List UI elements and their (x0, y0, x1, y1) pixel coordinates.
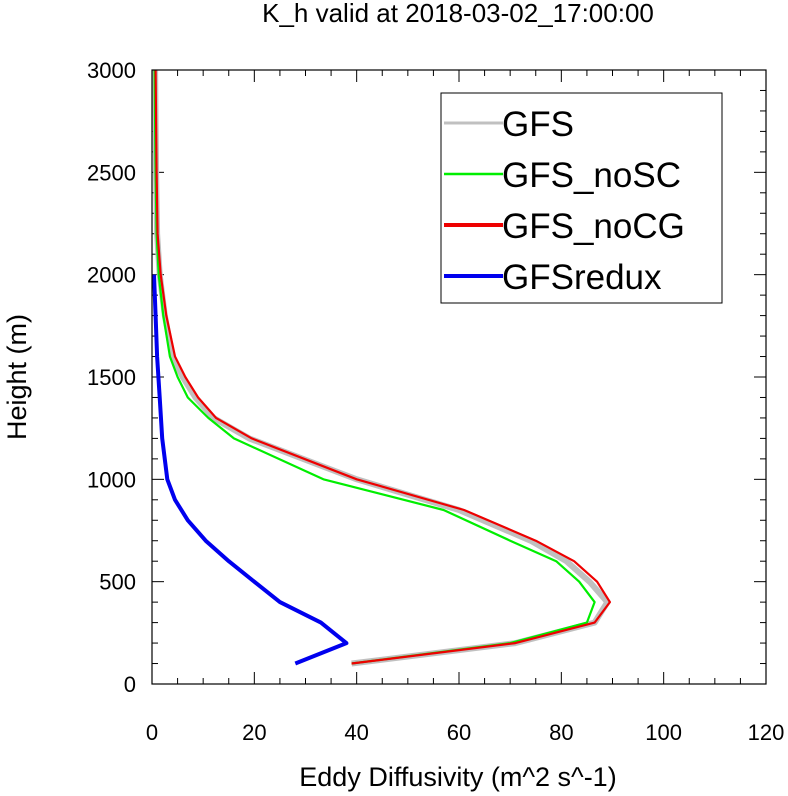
legend: GFS GFS_noSC GFS_noCG GFSredux (440, 92, 723, 304)
y-tick-label: 2500 (87, 160, 136, 185)
legend-label-gfsredux: GFSredux (502, 258, 662, 297)
data-series (152, 69, 612, 667)
x-tick-label: 120 (748, 720, 785, 745)
axis-tick-labels: 0 20 40 60 80 100 120 0 500 1000 1500 2000 2500 3000 (87, 58, 784, 745)
x-tick-label: 0 (146, 720, 158, 745)
legend-label-gfs-nosc: GFS_noSC (502, 156, 681, 195)
y-tick-label: 1000 (87, 467, 136, 492)
legend-label-gfs: GFS (502, 105, 574, 144)
y-tick-label: 0 (124, 672, 136, 697)
y-tick-label: 3000 (87, 58, 136, 83)
x-tick-label: 100 (645, 720, 682, 745)
x-axis-label: Eddy Diffusivity (m^2 s^-1) (299, 762, 616, 792)
axis-ticks (151, 69, 767, 685)
series-line-gfs-nocg (154, 69, 612, 665)
y-axis-label: Height (m) (2, 314, 32, 440)
series-line-gfs-nosc (153, 69, 596, 665)
plot-frame (151, 69, 767, 685)
x-tick-label: 60 (447, 720, 471, 745)
legend-box (440, 92, 723, 304)
x-tick-label: 20 (242, 720, 266, 745)
x-tick-label: 80 (549, 720, 573, 745)
y-tick-label: 1500 (87, 365, 136, 390)
x-tick-label: 40 (344, 720, 368, 745)
y-tick-label: 2000 (87, 263, 136, 288)
legend-label-gfs-nocg: GFS_noCG (502, 207, 685, 246)
y-tick-label: 500 (99, 570, 136, 595)
chart-title: K_h valid at 2018-03-02_17:00:00 (262, 0, 654, 28)
series-line-gfsredux (152, 274, 349, 666)
